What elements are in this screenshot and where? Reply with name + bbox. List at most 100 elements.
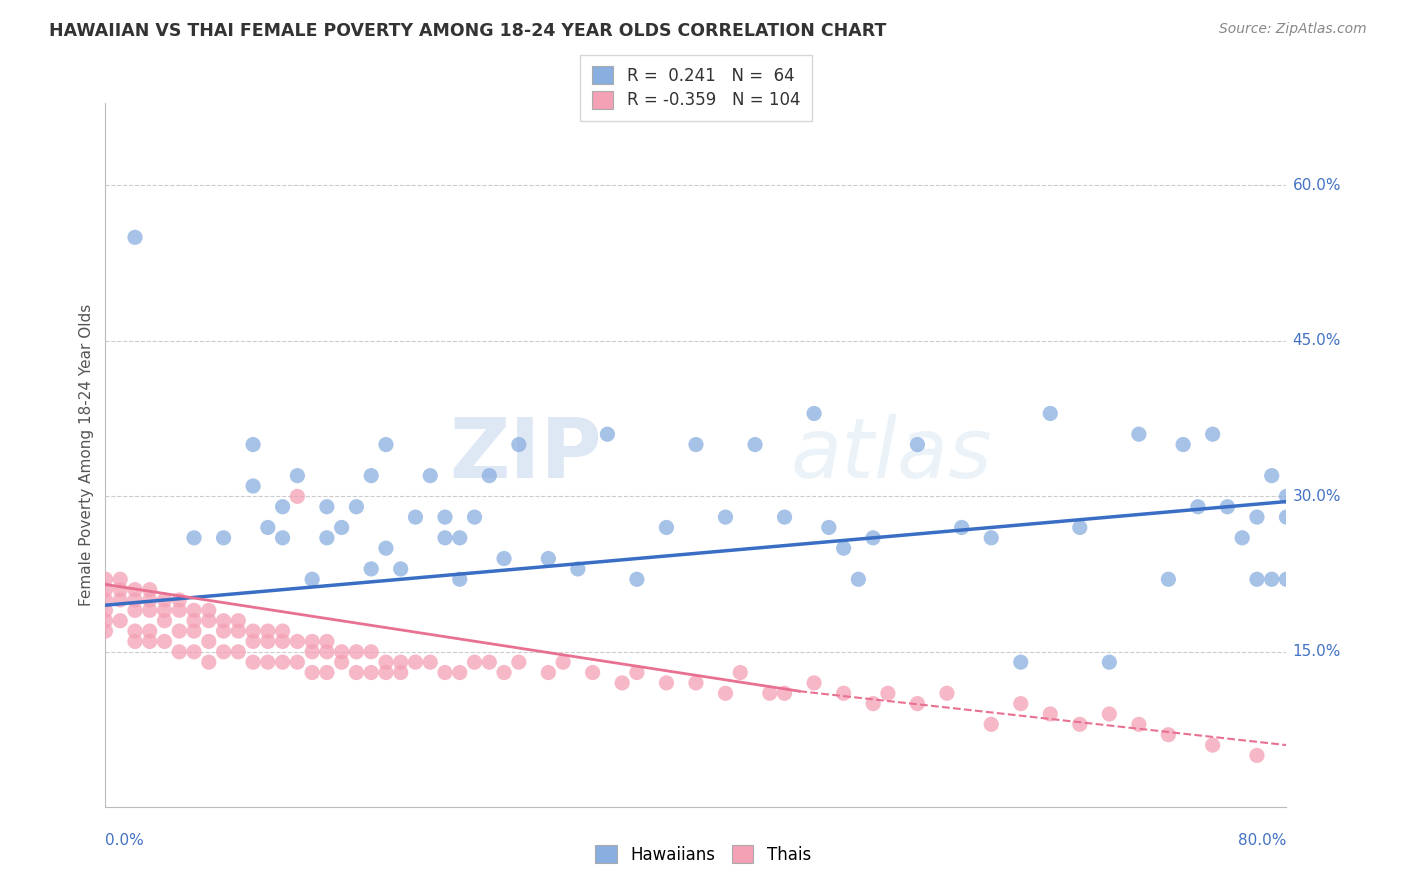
Point — [138, 634, 162, 648]
Point — [862, 531, 884, 545]
Point — [449, 531, 471, 545]
Point — [301, 645, 323, 659]
Point — [197, 614, 219, 628]
Point — [773, 686, 796, 700]
Point — [271, 500, 294, 514]
Legend: Hawaiians, Thais: Hawaiians, Thais — [588, 838, 818, 871]
Point — [419, 468, 441, 483]
Point — [1098, 655, 1121, 669]
Text: Source: ZipAtlas.com: Source: ZipAtlas.com — [1219, 22, 1367, 37]
Point — [124, 603, 146, 617]
Point — [287, 655, 309, 669]
Point — [212, 531, 235, 545]
Point — [242, 624, 264, 639]
Point — [183, 614, 205, 628]
Point — [907, 437, 929, 451]
Point — [94, 624, 117, 639]
Point — [138, 593, 162, 607]
Point — [626, 572, 648, 586]
Point — [242, 437, 264, 451]
Point — [124, 230, 146, 244]
Point — [94, 593, 117, 607]
Point — [980, 717, 1002, 731]
Point — [818, 520, 841, 534]
Point — [346, 500, 368, 514]
Point — [242, 634, 264, 648]
Point — [1232, 531, 1254, 545]
Point — [1275, 510, 1298, 524]
Point — [433, 531, 456, 545]
Point — [980, 531, 1002, 545]
Point — [1187, 500, 1209, 514]
Point — [1171, 437, 1194, 451]
Point — [287, 468, 309, 483]
Point — [537, 551, 560, 566]
Text: 80.0%: 80.0% — [1239, 833, 1286, 848]
Point — [1039, 407, 1062, 421]
Point — [315, 665, 337, 680]
Point — [950, 520, 973, 534]
Point — [124, 634, 146, 648]
Point — [1128, 717, 1150, 731]
Point — [169, 645, 191, 659]
Point — [228, 624, 250, 639]
Point — [138, 603, 162, 617]
Point — [183, 603, 205, 617]
Point — [1246, 748, 1268, 763]
Point — [714, 510, 737, 524]
Point — [1261, 572, 1284, 586]
Point — [1010, 697, 1032, 711]
Point — [464, 655, 486, 669]
Point — [389, 665, 412, 680]
Point — [419, 655, 441, 669]
Point — [124, 624, 146, 639]
Point — [1261, 468, 1284, 483]
Point — [212, 624, 235, 639]
Point — [110, 572, 132, 586]
Point — [197, 655, 219, 669]
Point — [374, 437, 398, 451]
Point — [110, 614, 132, 628]
Point — [464, 510, 486, 524]
Text: HAWAIIAN VS THAI FEMALE POVERTY AMONG 18-24 YEAR OLDS CORRELATION CHART: HAWAIIAN VS THAI FEMALE POVERTY AMONG 18… — [49, 22, 887, 40]
Point — [744, 437, 766, 451]
Point — [124, 582, 146, 597]
Point — [330, 645, 353, 659]
Point — [1157, 572, 1180, 586]
Point — [271, 624, 294, 639]
Text: atlas: atlas — [790, 415, 993, 495]
Point — [1128, 427, 1150, 442]
Point — [94, 603, 117, 617]
Point — [94, 614, 117, 628]
Point — [846, 572, 869, 586]
Point — [124, 593, 146, 607]
Point — [346, 665, 368, 680]
Point — [183, 531, 205, 545]
Point — [374, 655, 398, 669]
Legend: R =  0.241   N =  64, R = -0.359   N = 104: R = 0.241 N = 64, R = -0.359 N = 104 — [581, 54, 811, 121]
Point — [759, 686, 782, 700]
Point — [315, 531, 337, 545]
Point — [360, 665, 382, 680]
Point — [169, 593, 191, 607]
Point — [433, 665, 456, 680]
Point — [315, 634, 337, 648]
Point — [374, 541, 398, 556]
Point — [803, 407, 825, 421]
Point — [508, 437, 530, 451]
Point — [1216, 500, 1239, 514]
Point — [153, 593, 176, 607]
Point — [1039, 706, 1062, 721]
Point — [832, 541, 855, 556]
Point — [94, 572, 117, 586]
Point — [389, 562, 412, 576]
Point — [301, 572, 323, 586]
Point — [228, 645, 250, 659]
Point — [1069, 717, 1091, 731]
Text: ZIP: ZIP — [449, 415, 602, 495]
Point — [271, 634, 294, 648]
Point — [138, 624, 162, 639]
Point — [1246, 510, 1268, 524]
Point — [110, 593, 132, 607]
Point — [346, 645, 368, 659]
